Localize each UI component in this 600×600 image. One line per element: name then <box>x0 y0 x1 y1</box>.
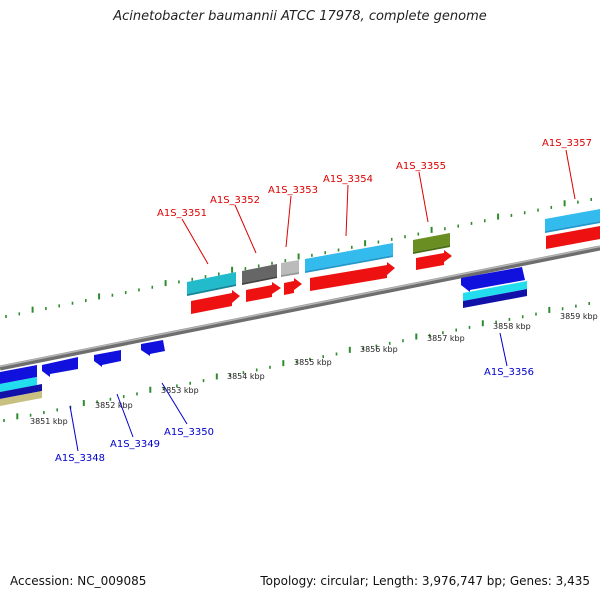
gene-label-a1s-3356[interactable]: A1S_3356 <box>484 367 534 378</box>
gene-label-a1s-3355[interactable]: A1S_3355 <box>396 161 446 172</box>
cds-arrow-a1s-3354[interactable] <box>310 262 395 291</box>
ruler-label-3851: 3851 kbp <box>30 417 68 426</box>
reverse-tick-track <box>3 301 591 422</box>
ruler-label-3858: 3858 kbp <box>493 322 531 331</box>
gene-label-a1s-3351[interactable]: A1S_3351 <box>157 208 207 219</box>
gene-feature-a1s-3348[interactable] <box>0 365 37 384</box>
cds-arrow-a1s-3351[interactable] <box>191 290 240 314</box>
genome-backbone <box>0 245 600 371</box>
ruler-label-3857: 3857 kbp <box>427 334 465 343</box>
accession-text: Accession: NC_009085 <box>10 574 147 588</box>
forward-gene-features <box>187 209 600 296</box>
forward-tick-track <box>5 197 593 318</box>
ruler-label-3854: 3854 kbp <box>227 372 265 381</box>
genome-title: Acinetobacter baumannii ATCC 17978, comp… <box>113 9 487 24</box>
gene-feature-a1s-3354[interactable] <box>305 243 393 271</box>
ruler-label-3859: 3859 kbp <box>560 312 598 321</box>
gene-feature-a1s-3349[interactable] <box>42 357 78 377</box>
gene-feature-a1s-3356[interactable] <box>461 267 525 292</box>
cds-arrow-a1s-3352[interactable] <box>246 282 281 302</box>
ruler-label-3852: 3852 kbp <box>95 401 133 410</box>
genome-summary-text: Topology: circular; Length: 3,976,747 bp… <box>260 574 590 588</box>
ruler-label-3855: 3855 kbp <box>294 358 332 367</box>
forward-cds-arrows <box>191 226 600 314</box>
gene-feature-a1s-3351[interactable] <box>187 272 236 294</box>
cds-arrow-a1s-3357[interactable] <box>546 226 600 249</box>
gene-feature-a1s-3355[interactable] <box>413 233 450 252</box>
gene-feature-a1s-3350b[interactable] <box>141 340 165 356</box>
ruler-label-3853: 3853 kbp <box>161 386 199 395</box>
gene-label-a1s-3354[interactable]: A1S_3354 <box>323 174 373 185</box>
gene-label-a1s-3348[interactable]: A1S_3348 <box>55 453 105 464</box>
cds-arrow-a1s-3353[interactable] <box>284 278 302 295</box>
gene-feature-a1s-3353[interactable] <box>281 260 299 275</box>
gene-label-a1s-3357[interactable]: A1S_3357 <box>542 138 592 149</box>
gene-label-a1s-3353[interactable]: A1S_3353 <box>268 185 318 196</box>
gene-feature-a1s-3357[interactable] <box>545 209 600 231</box>
reverse-gene-features <box>0 267 527 406</box>
gene-feature-a1s-3350[interactable] <box>94 350 121 367</box>
forward-label-leaders <box>181 149 576 265</box>
ruler-label-3856: 3856 kbp <box>360 345 398 354</box>
gene-label-a1s-3352[interactable]: A1S_3352 <box>210 195 260 206</box>
cds-arrow-a1s-3355[interactable] <box>416 250 452 270</box>
gene-label-a1s-3350[interactable]: A1S_3350 <box>164 427 214 438</box>
gene-label-a1s-3349[interactable]: A1S_3349 <box>110 439 160 450</box>
reverse-label-leaders <box>69 332 508 452</box>
gene-feature-a1s-3352[interactable] <box>242 264 277 283</box>
